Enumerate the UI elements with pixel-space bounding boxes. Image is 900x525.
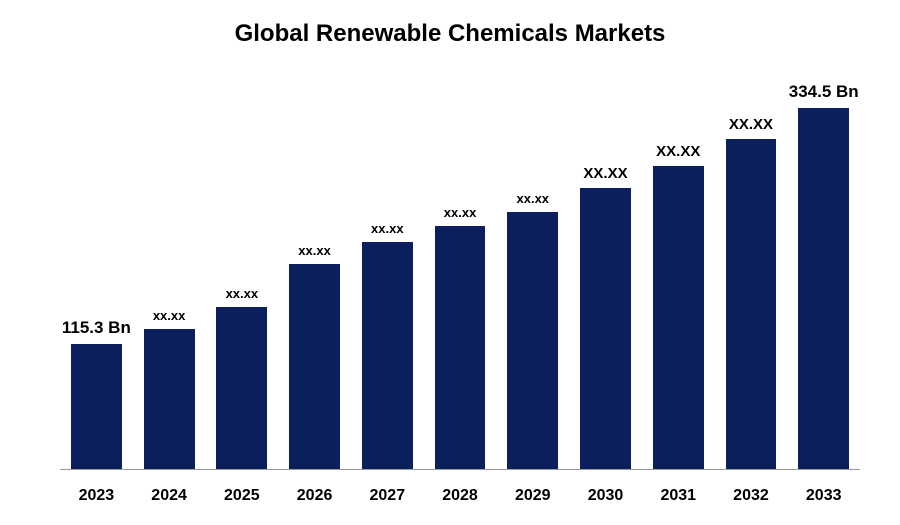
- bar: [798, 108, 849, 469]
- bar: [653, 166, 704, 469]
- bar-group-2023: 115.3 Bn: [60, 80, 133, 469]
- x-axis-label: 2032: [715, 487, 788, 505]
- bar-group-2027: xx.xx: [351, 80, 424, 469]
- bar-data-label: xx.xx: [298, 243, 331, 258]
- x-axis-label: 2029: [496, 487, 569, 505]
- bar-data-label: xx.xx: [226, 286, 259, 301]
- bar-data-label: XX.XX: [583, 165, 627, 182]
- bar-data-label: 334.5 Bn: [789, 82, 859, 102]
- x-axis-label: 2027: [351, 487, 424, 505]
- bar-data-label: xx.xx: [444, 205, 477, 220]
- bar: [289, 264, 340, 469]
- chart-title: Global Renewable Chemicals Markets: [0, 0, 900, 48]
- chart-plot-area: 115.3 Bn xx.xx xx.xx xx.xx xx.xx xx.xx xx.xx XX…: [60, 80, 860, 470]
- bar-group-2032: XX.XX: [715, 80, 788, 469]
- bar-group-2024: xx.xx: [133, 80, 206, 469]
- bar: [216, 307, 267, 469]
- x-axis: 2023202420252026202720282029203020312032…: [60, 487, 860, 505]
- bar-group-2028: xx.xx: [424, 80, 497, 469]
- bar: [144, 329, 195, 469]
- x-axis-label: 2028: [424, 487, 497, 505]
- x-axis-label: 2033: [787, 487, 860, 505]
- bar-data-label: xx.xx: [371, 221, 404, 236]
- x-axis-label: 2023: [60, 487, 133, 505]
- bar-group-2029: xx.xx: [496, 80, 569, 469]
- bar-data-label: XX.XX: [729, 116, 773, 133]
- bars-container: 115.3 Bn xx.xx xx.xx xx.xx xx.xx xx.xx xx.xx XX…: [60, 80, 860, 469]
- bar-group-2026: xx.xx: [278, 80, 351, 469]
- bar: [507, 212, 558, 469]
- bar: [580, 188, 631, 469]
- x-axis-label: 2030: [569, 487, 642, 505]
- bar-data-label: xx.xx: [517, 191, 550, 206]
- bar-data-label: xx.xx: [153, 308, 186, 323]
- bar-group-2025: xx.xx: [205, 80, 278, 469]
- bar: [362, 242, 413, 469]
- bar-group-2030: XX.XX: [569, 80, 642, 469]
- bar-data-label: XX.XX: [656, 143, 700, 160]
- x-axis-label: 2024: [133, 487, 206, 505]
- bar-group-2033: 334.5 Bn: [787, 80, 860, 469]
- x-axis-label: 2031: [642, 487, 715, 505]
- bar: [726, 139, 777, 469]
- bar: [435, 226, 486, 469]
- bar-data-label: 115.3 Bn: [62, 318, 131, 338]
- x-axis-label: 2025: [205, 487, 278, 505]
- x-axis-label: 2026: [278, 487, 351, 505]
- bar-group-2031: XX.XX: [642, 80, 715, 469]
- bar: [71, 344, 122, 469]
